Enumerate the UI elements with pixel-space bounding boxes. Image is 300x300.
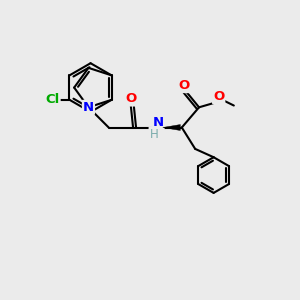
Text: O: O bbox=[213, 90, 224, 103]
Text: N: N bbox=[83, 101, 94, 114]
Text: H: H bbox=[149, 128, 158, 141]
Text: O: O bbox=[178, 79, 190, 92]
Text: O: O bbox=[125, 92, 136, 106]
Text: N: N bbox=[152, 116, 164, 129]
Polygon shape bbox=[163, 124, 180, 130]
Text: Cl: Cl bbox=[45, 93, 60, 106]
